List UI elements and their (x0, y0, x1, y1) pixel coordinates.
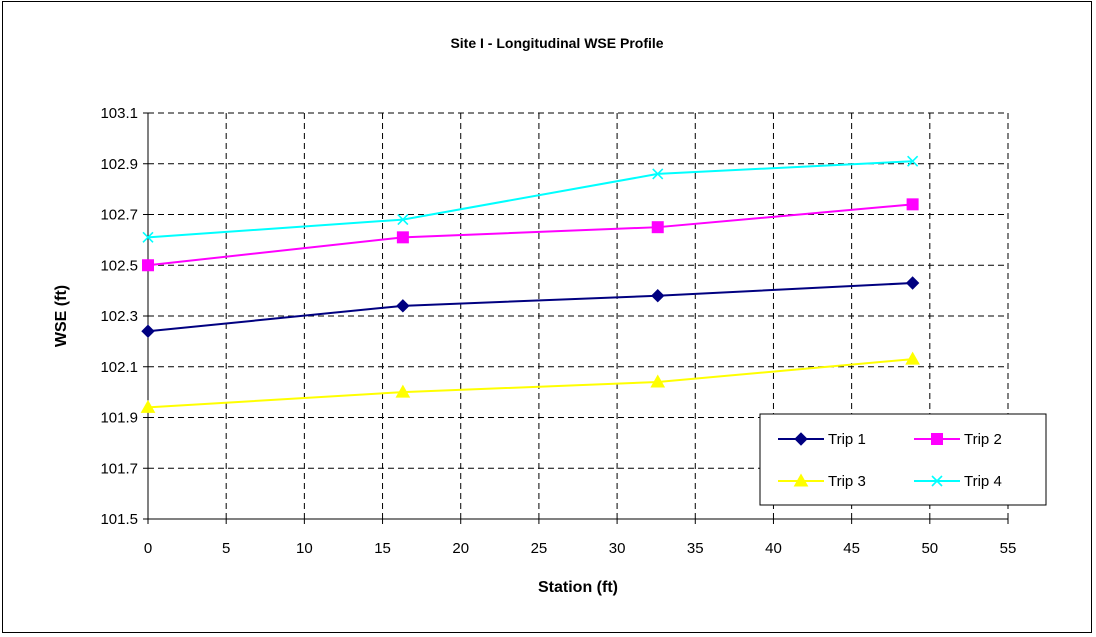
x-tick-label: 15 (374, 540, 391, 557)
y-tick-labels: 101.5 101.7 101.9 102.1 102.3 102.5 102.7 102.9… (100, 105, 138, 528)
x-tick-label: 45 (843, 540, 860, 557)
legend-label: Trip 4 (964, 473, 1002, 490)
data-point (905, 351, 920, 365)
series-4 (142, 155, 919, 243)
marker-stroke (397, 214, 409, 226)
data-point (141, 324, 155, 338)
legend-marker (931, 433, 943, 445)
data-point (395, 384, 411, 398)
y-tick-label: 101.9 (100, 410, 138, 427)
marker-stroke (931, 475, 943, 487)
legend-item: Trip 2 (914, 431, 1002, 448)
legend-label: Trip 3 (828, 473, 866, 490)
legend-marker (931, 475, 943, 487)
x-axis-label: Station (ft) (538, 579, 618, 596)
x-tick-labels: 0 5 10 15 20 25 30 35 40 45 50 55 (144, 540, 1017, 557)
y-tick-label: 102.3 (100, 308, 138, 325)
series-2 (142, 198, 919, 272)
data-point (140, 399, 156, 413)
x-tick-label: 55 (1000, 540, 1017, 557)
x-tick-label: 20 (452, 540, 469, 557)
marker-stroke (142, 231, 154, 243)
legend-box (759, 413, 1047, 506)
y-tick-label: 101.7 (100, 460, 138, 477)
series-line (147, 282, 913, 333)
chart-title: Site I - Longitudinal WSE Profile (450, 35, 663, 51)
y-tick-label: 102.1 (100, 359, 138, 376)
legend-item: Trip 1 (778, 431, 866, 448)
x-tick-label: 5 (222, 540, 230, 557)
data-point (651, 288, 665, 303)
series-1 (141, 276, 920, 338)
axes (143, 112, 1009, 524)
legend-label: Trip 2 (964, 431, 1002, 448)
legend-label: Trip 1 (828, 431, 866, 448)
data-point (142, 231, 154, 243)
series-3 (140, 351, 920, 413)
legend-marker (793, 473, 809, 487)
data-point (906, 198, 919, 211)
series-line (147, 203, 913, 267)
y-tick-label: 101.5 (100, 511, 138, 528)
x-tick-label: 50 (921, 540, 938, 557)
series-group (140, 155, 920, 413)
x-tick-label: 0 (144, 540, 152, 557)
series-line (147, 358, 913, 409)
y-tick-label: 102.7 (100, 207, 138, 224)
data-point (652, 168, 664, 180)
legend-item: Trip 3 (778, 473, 866, 490)
data-point (142, 259, 154, 272)
y-tick-label: 103.1 (100, 105, 138, 122)
data-point (397, 214, 409, 226)
marker-stroke (652, 168, 664, 180)
data-point (396, 299, 410, 313)
x-tick-label: 40 (765, 540, 782, 557)
x-tick-label: 35 (687, 540, 704, 557)
data-point (907, 155, 919, 167)
marker-stroke (907, 155, 919, 167)
x-tick-label: 30 (609, 540, 626, 557)
data-point (905, 276, 920, 290)
legend-item: Trip 4 (914, 473, 1002, 490)
legend-marker (794, 432, 808, 446)
y-tick-label: 102.9 (100, 156, 138, 173)
y-axis-label: WSE (ft) (53, 285, 70, 347)
y-tick-label: 102.5 (100, 257, 138, 274)
series-line (147, 160, 913, 239)
legend: Trip 1 Trip 2 Trip 3 Trip 4 (759, 413, 1047, 506)
x-tick-label: 10 (296, 540, 313, 557)
data-point (651, 221, 664, 234)
x-tick-label: 25 (531, 540, 548, 557)
data-point (650, 374, 666, 388)
data-point (396, 231, 409, 244)
